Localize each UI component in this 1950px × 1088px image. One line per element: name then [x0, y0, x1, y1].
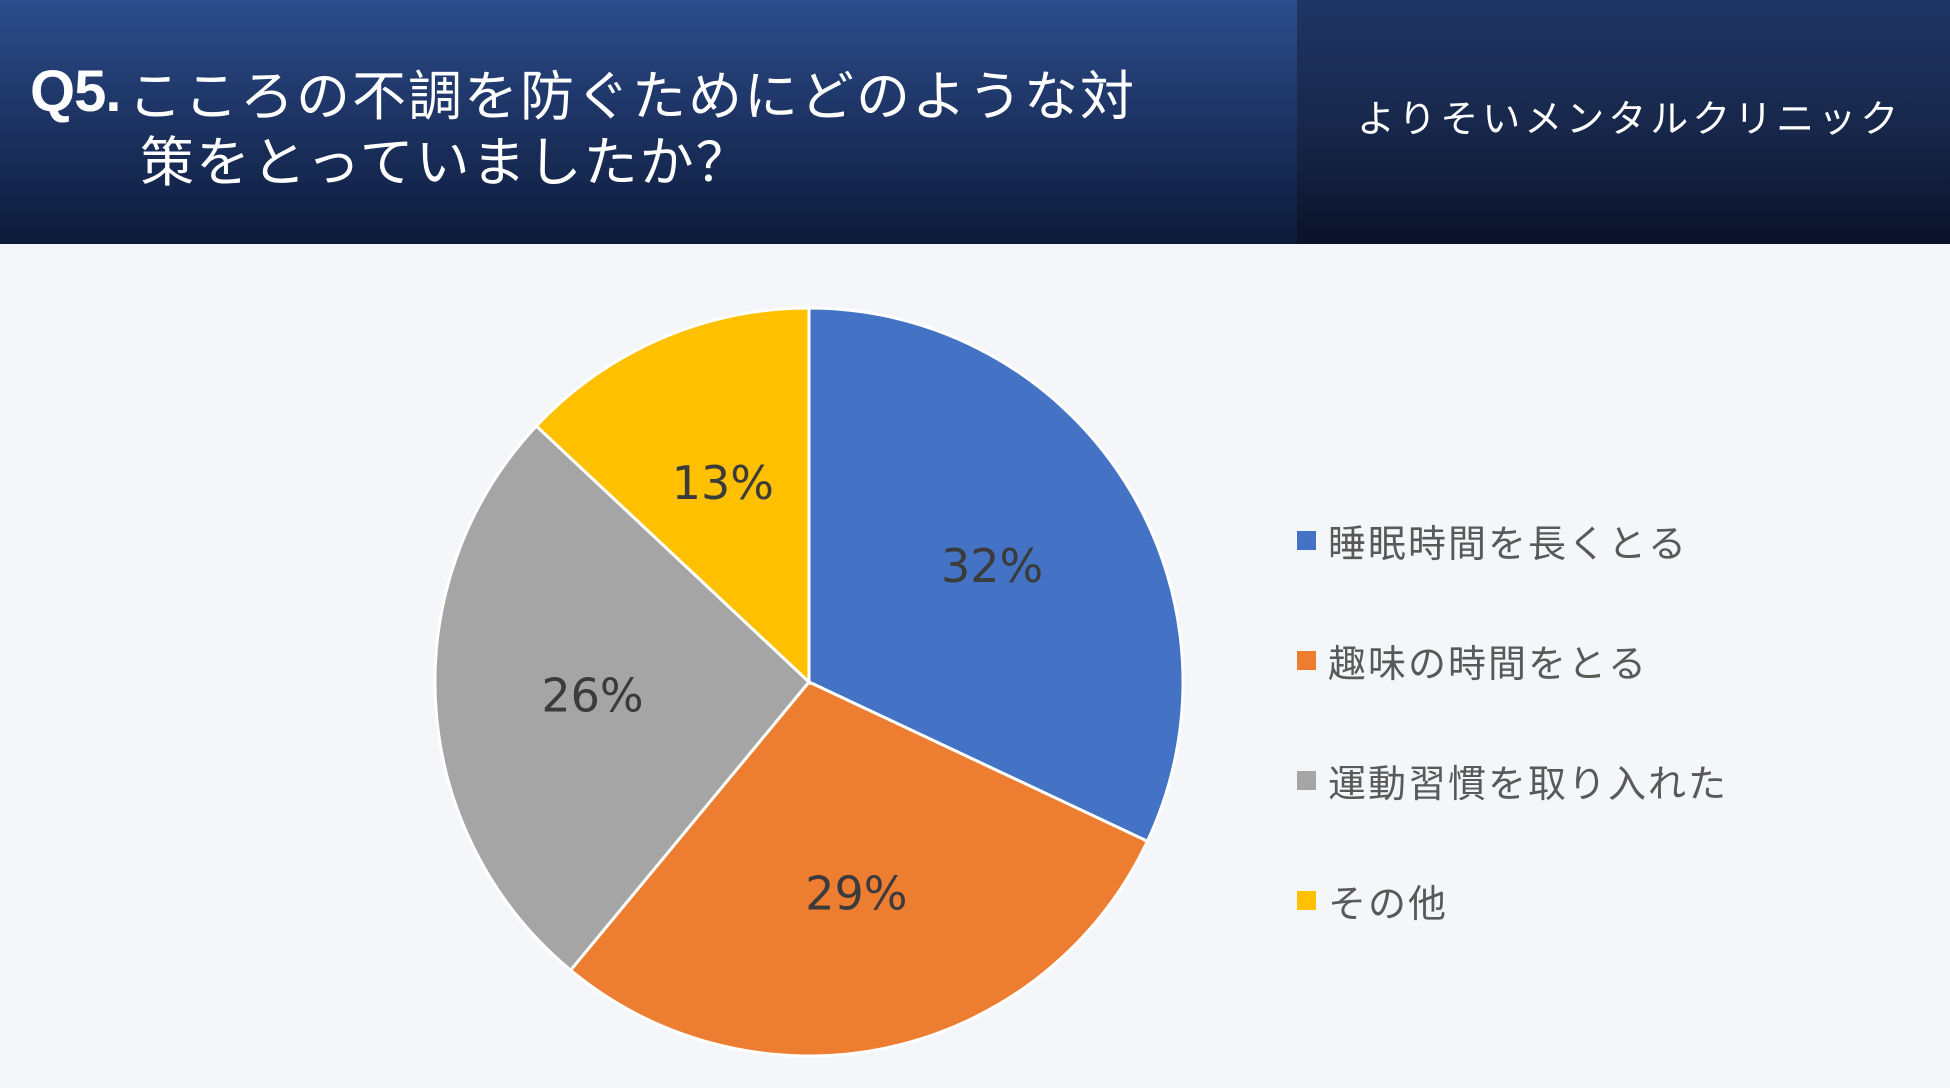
pie-slice-1 — [807, 306, 1185, 844]
legend-item-3: 運動習慣を取り入れた — [1297, 720, 1728, 840]
chart-legend: 睡眠時間を長くとる 趣味の時間をとる運動習慣を取り入れた その他 — [1297, 480, 1728, 960]
pie-slice-2 — [568, 680, 1150, 1058]
pie-data-label-2: 29% — [805, 867, 907, 921]
legend-label-1: 睡眠時間を長くとる — [1328, 521, 1689, 566]
legend-label-4: その他 — [1328, 881, 1449, 926]
legend-label-2: 趣味の時間をとる — [1328, 641, 1649, 686]
legend-label-3: 運動習慣を取り入れた — [1328, 761, 1729, 806]
legend-swatch-4 — [1297, 890, 1316, 910]
question-number: Q5. — [30, 59, 121, 124]
legend-swatch-3 — [1297, 770, 1316, 790]
header-clinic-panel — [1297, 0, 1950, 244]
page-title-line1: こころの不調を防ぐためにどのような対 — [128, 65, 1136, 128]
page-title-line2: 策をとっていましたか？ — [140, 131, 752, 194]
legend-swatch-2 — [1297, 650, 1316, 670]
pie-data-label-1: 32% — [941, 539, 1043, 593]
pie-slice-4 — [534, 306, 811, 686]
clinic-name: よりそいメンタルクリニック — [1357, 97, 1903, 141]
pie-slice-3 — [433, 423, 812, 973]
pie-data-label-4: 13% — [672, 456, 774, 510]
legend-item-1: 睡眠時間を長くとる — [1297, 480, 1728, 600]
legend-item-4: その他 — [1297, 840, 1728, 960]
pie-data-label-3: 26% — [541, 669, 643, 723]
legend-swatch-1 — [1297, 530, 1316, 550]
legend-item-2: 趣味の時間をとる — [1297, 600, 1728, 720]
